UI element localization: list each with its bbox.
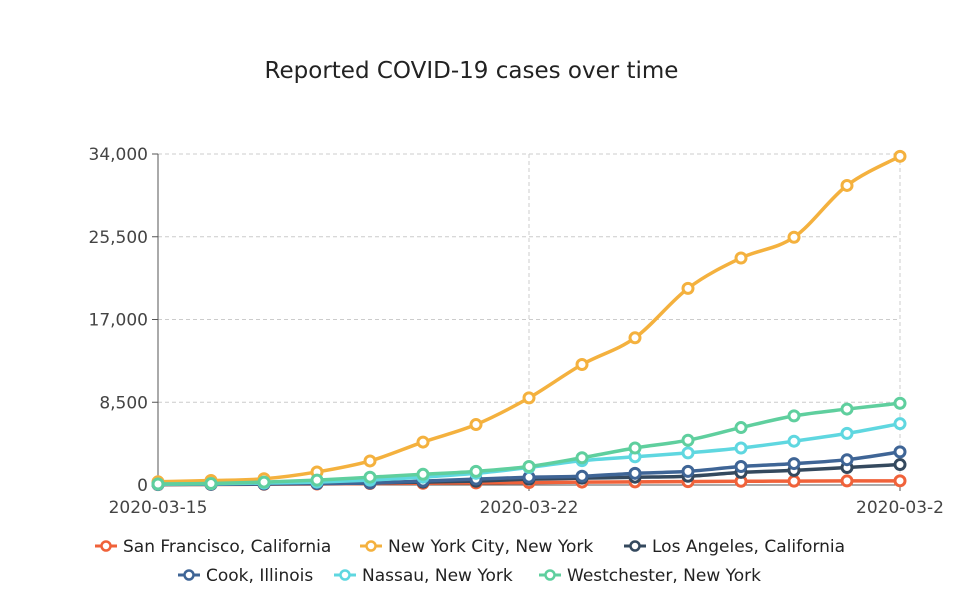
data-point — [893, 396, 907, 410]
data-point — [893, 149, 907, 163]
legend-item-san-francisco-california: San Francisco, California — [95, 537, 331, 557]
data-point — [575, 357, 589, 371]
data-point — [734, 441, 748, 455]
data-point — [363, 454, 377, 468]
data-point — [787, 457, 801, 471]
data-point — [628, 441, 642, 455]
y-tick-label: 25,500 — [89, 228, 148, 248]
data-point — [893, 417, 907, 431]
y-tick-label: 34,000 — [89, 145, 148, 165]
data-point — [840, 402, 854, 416]
legend-swatch-marker — [339, 569, 351, 581]
chart-title: Reported COVID-19 cases over time — [264, 58, 679, 84]
data-point — [628, 331, 642, 345]
legend-item-los-angeles-california: Los Angeles, California — [624, 537, 845, 557]
legend-label: Cook, Illinois — [206, 566, 313, 586]
data-point — [575, 451, 589, 465]
data-point — [257, 475, 271, 489]
data-point — [840, 178, 854, 192]
data-point — [575, 469, 589, 483]
data-point — [151, 477, 165, 491]
data-point — [840, 474, 854, 488]
data-point — [681, 464, 695, 478]
legend-label: New York City, New York — [388, 537, 593, 557]
legend-label: Westchester, New York — [567, 566, 761, 586]
data-point — [787, 474, 801, 488]
legend-label: Nassau, New York — [362, 566, 513, 586]
data-point — [469, 418, 483, 432]
data-point — [363, 470, 377, 484]
x-tick-label: 2020-03-22 — [480, 498, 579, 518]
data-point — [734, 251, 748, 265]
legend-swatch-marker — [629, 540, 641, 552]
data-point — [840, 426, 854, 440]
data-point — [681, 281, 695, 295]
data-point — [204, 477, 218, 491]
y-tick-label: 0 — [137, 476, 148, 496]
data-point — [734, 460, 748, 474]
y-tick-label: 17,000 — [89, 311, 148, 331]
legend-swatch-marker — [365, 540, 377, 552]
data-point — [787, 434, 801, 448]
legend-swatch-marker — [544, 569, 556, 581]
data-point — [416, 467, 430, 481]
legend-item-new-york-city-new-york: New York City, New York — [360, 537, 593, 557]
legend-swatch-marker — [183, 569, 195, 581]
data-point — [734, 421, 748, 435]
legend-label: San Francisco, California — [123, 537, 331, 557]
legend-item-westchester-new-york: Westchester, New York — [539, 566, 761, 586]
data-point — [310, 473, 324, 487]
data-point — [893, 474, 907, 488]
data-point — [522, 391, 536, 405]
x-tick-label: 2020-03-15 — [109, 498, 208, 518]
data-point — [469, 464, 483, 478]
legend-item-nassau-new-york: Nassau, New York — [334, 566, 513, 586]
data-point — [893, 458, 907, 472]
data-point — [787, 409, 801, 423]
legend: San Francisco, California New York City, … — [95, 537, 845, 586]
series-layer — [151, 149, 907, 492]
data-point — [840, 453, 854, 467]
x-tick-label: 2020-03-2 — [856, 498, 944, 518]
legend-label: Los Angeles, California — [652, 537, 845, 557]
data-point — [416, 435, 430, 449]
data-point — [681, 446, 695, 460]
legend-swatch-marker — [100, 540, 112, 552]
data-point — [787, 230, 801, 244]
legend-item-cook-illinois: Cook, Illinois — [178, 566, 313, 586]
grid — [157, 153, 901, 486]
data-point — [522, 460, 536, 474]
series-westchester-new-york — [151, 396, 907, 491]
y-tick-label: 8,500 — [99, 393, 148, 413]
data-point — [893, 445, 907, 459]
data-point — [681, 433, 695, 447]
data-point — [628, 466, 642, 480]
